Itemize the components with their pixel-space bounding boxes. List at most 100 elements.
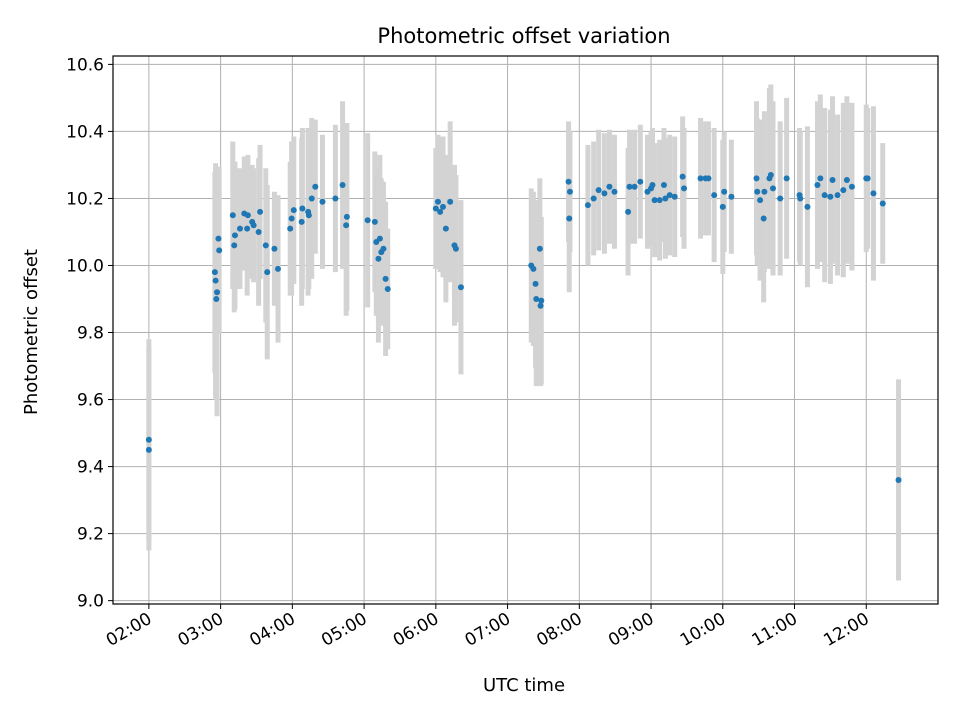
data-point [452,245,459,252]
data-point [834,192,841,199]
data-point [817,175,824,182]
data-point [214,289,221,296]
data-point [437,208,444,215]
data-point [770,185,776,192]
data-point [797,195,804,202]
data-point [264,269,271,276]
data-point [298,218,305,225]
data-point [275,265,281,272]
data-point [533,295,540,302]
data-point [757,197,764,204]
data-point [697,175,704,182]
data-point [728,193,735,200]
data-point [666,192,673,199]
data-point [244,225,251,232]
data-point [287,225,294,232]
data-point [447,198,454,205]
y-tick-label: 9.0 [77,592,104,612]
data-point [271,245,278,252]
data-point [257,208,264,215]
data-point [870,190,877,197]
y-axis-title: Photometric offset [21,249,42,415]
data-point [215,235,222,242]
data-point [213,295,220,302]
data-point [250,222,257,229]
data-point [380,245,387,252]
data-point [212,277,219,284]
data-point [565,178,572,185]
y-tick-label: 10.2 [66,189,104,209]
data-point [606,183,613,190]
data-point [649,182,656,189]
data-point [566,215,573,222]
data-point [760,215,767,222]
data-point [211,269,218,276]
data-point [804,203,811,210]
data-point [821,192,828,199]
data-point [382,275,389,282]
data-points [145,171,902,483]
data-point [719,203,726,210]
data-point [584,202,591,209]
y-tick-label: 9.6 [77,391,104,411]
data-point [532,280,539,287]
data-point [721,188,728,195]
data-point [705,175,712,182]
y-tick-label: 9.8 [77,324,104,344]
data-point [829,177,836,184]
data-point [631,183,638,190]
data-point [601,190,608,197]
data-point [864,175,871,182]
plot-frame [112,55,939,605]
data-point [305,212,312,219]
data-point [319,198,326,205]
data-point [761,188,768,195]
data-point [537,302,544,309]
data-point [626,183,633,190]
data-point [244,212,251,219]
data-point [611,188,618,195]
data-point [783,175,790,182]
data-point [231,242,238,249]
data-point [679,173,686,180]
data-point [767,171,774,178]
y-tick-label: 10.4 [66,122,104,142]
x-axis-title: UTC time [483,675,565,696]
data-point [236,225,243,232]
y-tick-label: 9.2 [77,525,104,545]
data-point [145,436,152,443]
data-point [625,208,632,215]
data-point [255,228,262,235]
data-point [530,265,537,272]
data-point [364,217,371,224]
y-tick-label: 10.6 [66,55,104,75]
data-point [262,242,269,249]
data-point [343,222,350,229]
y-tick-label: 10.0 [66,256,104,276]
data-point [671,193,678,200]
data-point [895,476,902,483]
data-point [681,185,688,192]
data-point [827,193,834,200]
data-point [145,446,152,453]
data-point [637,178,644,185]
data-point [299,205,306,212]
data-point [440,203,446,210]
data-point [590,195,597,202]
data-point [879,200,886,207]
data-point [662,195,669,202]
data-point [536,245,543,252]
data-point [308,195,315,202]
data-point [840,187,847,194]
data-point [384,285,391,292]
data-point [375,255,382,262]
data-point [339,182,346,189]
data-point [432,205,439,212]
data-point [814,182,821,189]
data-point [754,188,761,195]
data-point [848,183,855,190]
chart-title: Photometric offset variation [377,24,670,48]
data-point [312,183,319,190]
data-point [434,198,441,205]
